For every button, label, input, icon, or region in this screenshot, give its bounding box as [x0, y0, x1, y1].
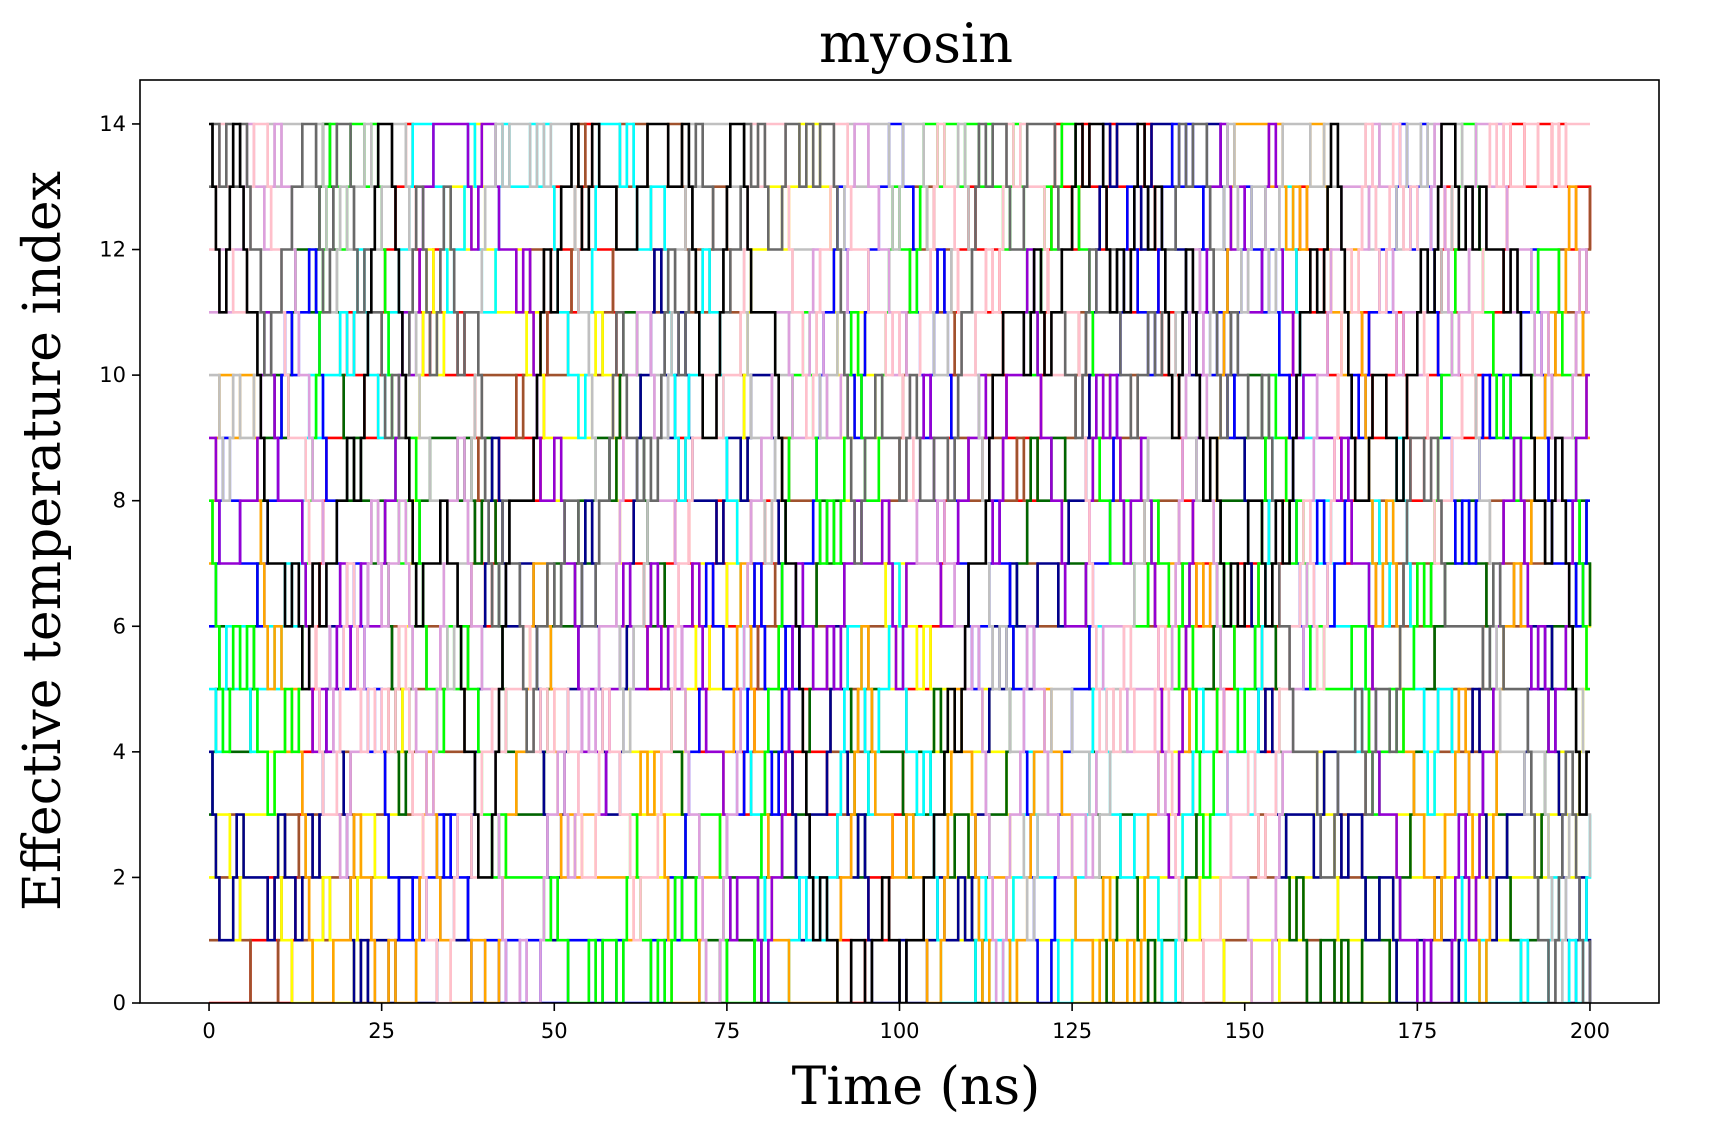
x-tick-label: 75 — [714, 1019, 741, 1043]
x-tick-label: 25 — [368, 1019, 395, 1043]
x-tick-label: 125 — [1052, 1019, 1092, 1043]
y-tick-label: 8 — [113, 489, 126, 513]
x-tick-label: 200 — [1570, 1019, 1610, 1043]
y-tick-label: 6 — [113, 614, 126, 638]
plot-area — [209, 122, 1592, 1003]
replica-series-line — [209, 122, 1590, 1003]
y-tick-label: 10 — [99, 363, 126, 387]
replica-series-line — [209, 122, 1592, 1003]
x-tick-label: 0 — [202, 1019, 215, 1043]
replica-series-line — [209, 122, 1590, 1003]
y-axis: 0 2 4 6 8 10 12 14 — [99, 112, 140, 1015]
y-tick-label: 12 — [99, 238, 126, 262]
x-axis-label: Time (ns) — [792, 1057, 1041, 1117]
x-tick-label: 100 — [879, 1019, 919, 1043]
x-tick-label: 50 — [541, 1019, 568, 1043]
x-axis: 0 25 50 75 100 125 150 175 200 — [202, 1003, 1610, 1043]
y-tick-label: 14 — [99, 112, 126, 136]
replica-series-line — [209, 122, 1592, 1003]
x-tick-label: 150 — [1225, 1019, 1265, 1043]
y-axis-label: Effective temperature index — [13, 171, 73, 911]
y-tick-label: 4 — [113, 740, 126, 764]
y-tick-label: 2 — [113, 865, 126, 889]
x-tick-label: 175 — [1397, 1019, 1437, 1043]
y-tick-label: 0 — [113, 991, 126, 1015]
chart-title: myosin — [819, 12, 1013, 75]
